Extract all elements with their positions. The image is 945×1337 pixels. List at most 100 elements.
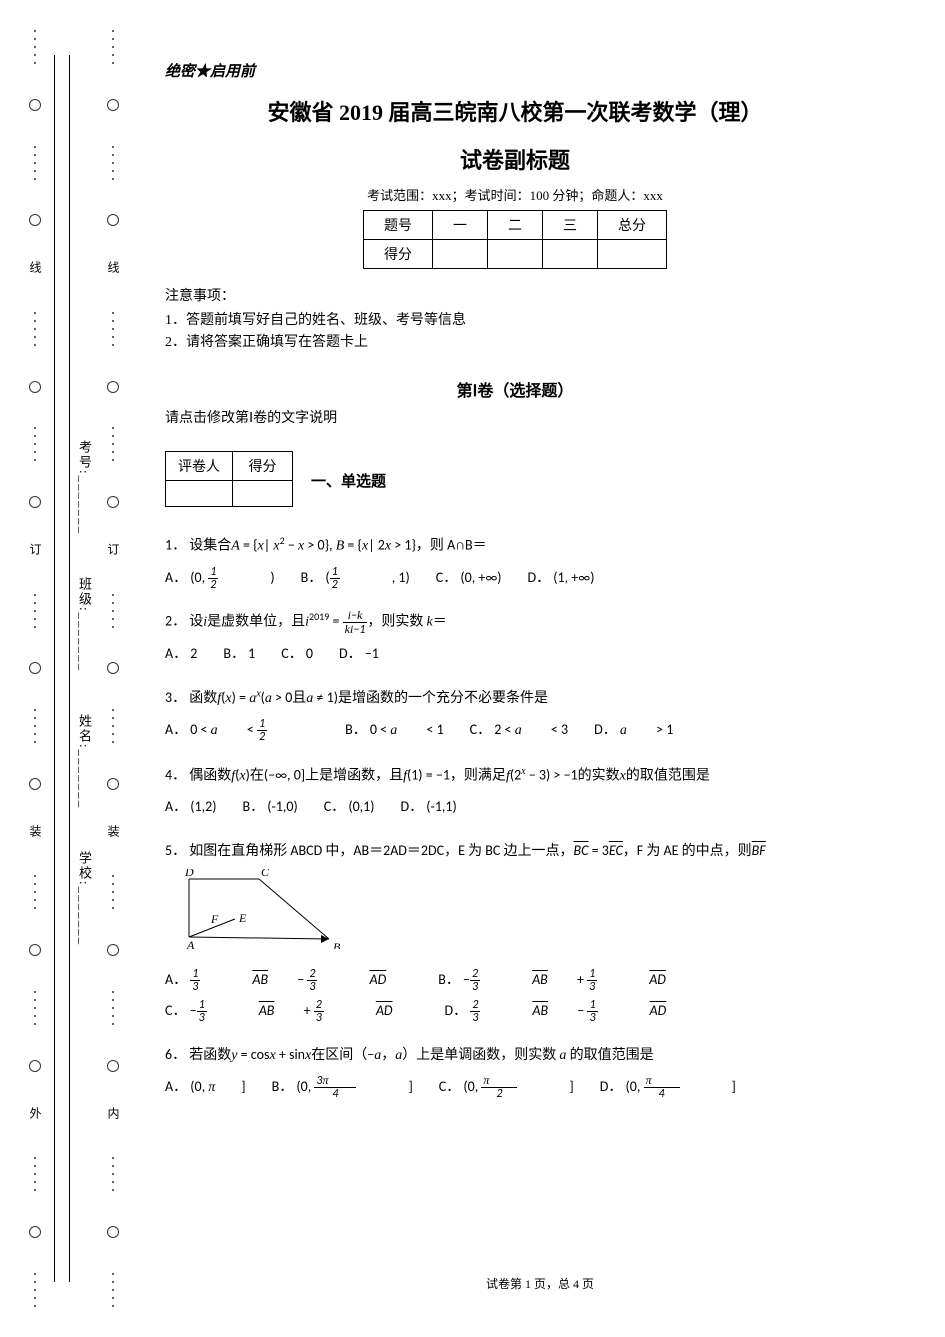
- option: B． −23AB + 13AD: [438, 971, 692, 988]
- option: D． a > 1: [594, 721, 673, 738]
- binding-margin: 线订装外 线订装内 学校:_______ 姓名:_______ 班级:_______…: [0, 0, 135, 1337]
- option: D． −1: [339, 645, 379, 662]
- binding-char: 内: [106, 1107, 120, 1123]
- option: D． (-1,1): [401, 798, 457, 815]
- exam-info: 考试范围：xxx；考试时间：100 分钟；命题人：xxx: [165, 185, 865, 204]
- trapezoid-figure: A B C D E F: [175, 869, 345, 949]
- grader-table-header: 评卷人得分: [166, 452, 293, 481]
- notice-item: 2．请将答案正确填写在答题卡上: [165, 331, 865, 351]
- binding-dots-inner: 线订装内: [106, 30, 120, 1307]
- question-stem: 4． 偶函数f(x)在(−∞, 0]上是增函数，且f(1) = −1，则满足f(…: [165, 761, 865, 791]
- score-header-cell: 一: [433, 211, 488, 240]
- question-stem: 5． 如图在直角梯形 ABCD 中，AB＝2AD＝2DC，E 为 BC 边上一点…: [165, 837, 865, 865]
- notice-item: 1．答题前填写好自己的姓名、班级、考号等信息: [165, 309, 865, 329]
- question-options-row: C． −13AB + 23AD D． 23AB − 13AD: [165, 996, 865, 1027]
- question: 5． 如图在直角梯形 ABCD 中，AB＝2AD＝2DC，E 为 BC 边上一点…: [165, 837, 865, 1027]
- option: A． 0 < a < 12: [165, 721, 319, 738]
- section1-title: 第Ⅰ卷（选择题）: [165, 377, 865, 401]
- part-heading-row: 评卷人得分 一、单选题: [165, 451, 865, 509]
- option: D． (1, +∞): [528, 569, 595, 586]
- content-area: 绝密★启用前 安徽省 2019 届高三皖南八校第一次联考数学（理） 试卷副标题 …: [135, 0, 945, 1337]
- question-options-row: A． 13AB − 23AD B． −23AB + 13AD: [165, 965, 865, 996]
- option: C． −13AB + 23AD: [165, 1002, 419, 1019]
- exam-subtitle: 试卷副标题: [165, 143, 865, 175]
- score-table-row: 得分: [364, 240, 667, 269]
- binding-vlabel: 姓名:_______: [64, 714, 94, 809]
- question-stem: 6． 若函数y = cosx + sinx在区间（−a，a）上是单调函数，则实数…: [165, 1041, 865, 1070]
- option: B． (12, 1): [301, 569, 410, 586]
- option: A． 2: [165, 645, 197, 662]
- option: A． (1,2): [165, 798, 216, 815]
- question: 4． 偶函数f(x)在(−∞, 0]上是增函数，且f(1) = −1，则满足f(…: [165, 761, 865, 823]
- grader-table-row: [166, 481, 293, 507]
- option: B． (0, 3π4]: [272, 1078, 413, 1095]
- question-options: A． (0, 12) B． (12, 1) C． (0, +∞) D． (1, +∞): [165, 563, 865, 594]
- grader-header-cell: 得分: [233, 452, 293, 481]
- binding-vlabel: 考号:_______: [64, 440, 94, 535]
- question-stem: 3． 函数f(x) = ax(a > 0且a ≠ 1)是增函数的一个充分不必要条…: [165, 684, 865, 713]
- score-header-cell: 二: [488, 211, 543, 240]
- question-stem: 1． 设集合A = {x| x2 − x > 0}, B = {x| 2x > …: [165, 531, 865, 561]
- question-figure: A B C D E F: [175, 869, 865, 959]
- notice-heading: 注意事项：: [165, 285, 865, 305]
- binding-char: 外: [28, 1107, 42, 1123]
- grader-header-cell: 评卷人: [166, 452, 233, 481]
- option: C． 0: [281, 645, 313, 662]
- notice-list: 1．答题前填写好自己的姓名、班级、考号等信息2．请将答案正确填写在答题卡上: [165, 309, 865, 351]
- binding-vlabel: 学校:_______: [64, 851, 94, 946]
- question-options: A． 2 B． 1 C． 0 D． −1: [165, 639, 865, 670]
- score-table: 题号一二三总分 得分: [363, 210, 667, 269]
- option: A． (0, π]: [165, 1078, 246, 1095]
- grader-cell: [166, 481, 233, 507]
- question: 1． 设集合A = {x| x2 − x > 0}, B = {x| 2x > …: [165, 531, 865, 593]
- binding-char: 订: [106, 543, 120, 559]
- page-footer: 试卷第 1 页，总 4 页: [135, 1275, 945, 1292]
- question-options: A． (1,2) B． (-1,0) C． (0,1) D． (-1,1): [165, 792, 865, 823]
- svg-text:C: C: [261, 869, 270, 879]
- binding-vertical-labels: 学校:_______ 姓名:_______ 班级:_______ 考号:_______: [64, 440, 94, 947]
- exam-title: 安徽省 2019 届高三皖南八校第一次联考数学（理）: [165, 95, 865, 127]
- binding-char: 装: [28, 825, 42, 841]
- score-cell: [488, 240, 543, 269]
- svg-text:D: D: [184, 869, 194, 879]
- question-stem: 2． 设i是虚数单位，且i2019 = i−kki−1，则实数 k＝: [165, 607, 865, 637]
- option: D． 23AB − 13AD: [445, 1002, 693, 1019]
- page: 线订装外 线订装内 学校:_______ 姓名:_______ 班级:_______…: [0, 0, 945, 1337]
- svg-text:B: B: [333, 940, 341, 949]
- option: C． (0,1): [324, 798, 375, 815]
- binding-vlabel: 班级:_______: [64, 577, 94, 672]
- grader-cell: [233, 481, 293, 507]
- score-cell: [543, 240, 598, 269]
- binding-char: 线: [106, 261, 120, 277]
- binding-dots-outer: 线订装外: [28, 30, 42, 1307]
- option: B． (-1,0): [242, 798, 297, 815]
- question: 6． 若函数y = cosx + sinx在区间（−a，a）上是单调函数，则实数…: [165, 1041, 865, 1104]
- question-options: A． 0 < a < 12 B． 0 < a < 1 C． 2 < a < 3 D． …: [165, 715, 865, 747]
- part-heading: 一、单选题: [311, 470, 386, 491]
- binding-char: 订: [28, 543, 42, 559]
- score-cell: [598, 240, 667, 269]
- score-header-cell: 三: [543, 211, 598, 240]
- option: C． (0, +∞): [436, 569, 502, 586]
- question: 2． 设i是虚数单位，且i2019 = i−kki−1，则实数 k＝ A． 2 B．…: [165, 607, 865, 669]
- score-header-cell: 总分: [598, 211, 667, 240]
- svg-text:E: E: [238, 911, 247, 925]
- option: C． (0, π2]: [439, 1078, 574, 1095]
- score-table-header-row: 题号一二三总分: [364, 211, 667, 240]
- binding-char: 装: [106, 825, 120, 841]
- option: A． 13AB − 23AD: [165, 971, 412, 988]
- confidential-label: 绝密★启用前: [165, 60, 865, 81]
- option: D． (0, π4]: [600, 1078, 736, 1095]
- svg-text:A: A: [186, 938, 195, 949]
- binding-char: 线: [28, 261, 42, 277]
- option: B． 0 < a < 1: [345, 721, 444, 738]
- option: A． (0, 12): [165, 569, 275, 586]
- score-cell: [433, 240, 488, 269]
- score-header-cell: 题号: [364, 211, 433, 240]
- svg-text:F: F: [210, 912, 219, 926]
- grader-table: 评卷人得分: [165, 451, 293, 507]
- option: C． 2 < a < 3: [470, 721, 568, 738]
- option: B． 1: [223, 645, 255, 662]
- section1-note: 请点击修改第Ⅰ卷的文字说明: [165, 407, 865, 427]
- score-cell: 得分: [364, 240, 433, 269]
